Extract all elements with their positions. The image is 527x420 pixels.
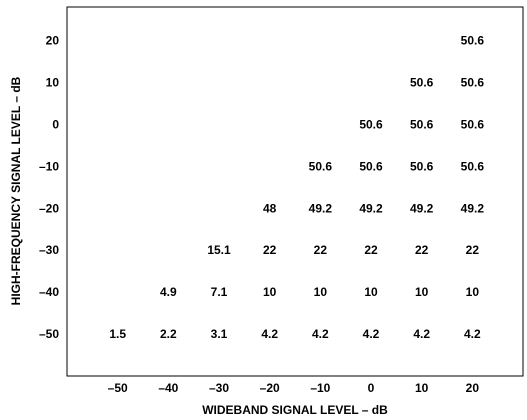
y-tick-labels: 20 10 0 –10 –20 –30 –40 –50: [39, 34, 59, 342]
cell-value: 10: [263, 285, 277, 299]
y-tick-label: –30: [39, 243, 59, 257]
y-tick-label: 20: [46, 34, 60, 48]
cell-value: 10: [466, 285, 480, 299]
cell-value: 50.6: [359, 159, 383, 173]
x-axis-title: WIDEBAND SIGNAL LEVEL – dB: [202, 403, 388, 417]
cell-value: 2.2: [160, 327, 177, 341]
cell-value: 48: [263, 201, 277, 215]
y-tick-label: –10: [39, 159, 59, 173]
cell-value: 4.2: [261, 327, 278, 341]
cell-value: 22: [466, 243, 480, 257]
cell-value: 4.2: [363, 327, 380, 341]
y-tick-label: 0: [52, 117, 59, 131]
cell-value: 50.6: [461, 117, 485, 131]
cell-value: 49.2: [359, 201, 383, 215]
x-tick-label: –10: [310, 381, 330, 395]
cell-value: 7.1: [211, 285, 228, 299]
cell-value: 49.2: [410, 201, 434, 215]
cell-value: 22: [364, 243, 378, 257]
plot-frame: [66, 6, 524, 377]
y-tick-label: –40: [39, 285, 59, 299]
x-tick-label: –50: [108, 381, 128, 395]
cell-value: 50.6: [359, 117, 383, 131]
x-tick-label: –30: [209, 381, 229, 395]
x-tick-label: 0: [368, 381, 375, 395]
cell-value: 4.2: [413, 327, 430, 341]
cell-value: 50.6: [309, 159, 333, 173]
cell-value: 22: [263, 243, 277, 257]
cell-value: 49.2: [461, 201, 485, 215]
x-tick-label: 20: [466, 381, 480, 395]
cell-value: 1.5: [109, 327, 126, 341]
y-tick-label: –50: [39, 327, 59, 341]
cell-value: 50.6: [461, 75, 485, 89]
y-tick-label: 10: [46, 75, 60, 89]
cell-value: 50.6: [461, 34, 485, 48]
cell-value: 50.6: [461, 159, 485, 173]
cell-value: 4.2: [464, 327, 481, 341]
cell-value: 50.6: [410, 75, 434, 89]
cell-value: 4.2: [312, 327, 329, 341]
x-tick-label: –40: [158, 381, 178, 395]
y-tick-label: –20: [39, 201, 59, 215]
x-tick-label: –20: [260, 381, 280, 395]
cell-value: 49.2: [309, 201, 333, 215]
x-tick-labels: –50 –40 –30 –20 –10 0 10 20: [108, 381, 480, 395]
cell-value: 10: [364, 285, 378, 299]
cell-values: 50.6 50.6 50.6 50.6 50.6 50.6 50.6 50.6 50.6 50.6…: [109, 34, 484, 342]
cell-value: 10: [314, 285, 328, 299]
cell-value: 22: [314, 243, 328, 257]
cell-value: 4.9: [160, 285, 177, 299]
y-axis-title: HIGH-FREQUENCY SIGNAL LEVEL – dB: [9, 76, 23, 305]
cell-value: 22: [415, 243, 429, 257]
cell-value: 50.6: [410, 117, 434, 131]
cell-value: 50.6: [410, 159, 434, 173]
cell-value: 15.1: [207, 243, 231, 257]
cell-value: 3.1: [211, 327, 228, 341]
x-tick-label: 10: [415, 381, 429, 395]
cell-value: 10: [415, 285, 429, 299]
